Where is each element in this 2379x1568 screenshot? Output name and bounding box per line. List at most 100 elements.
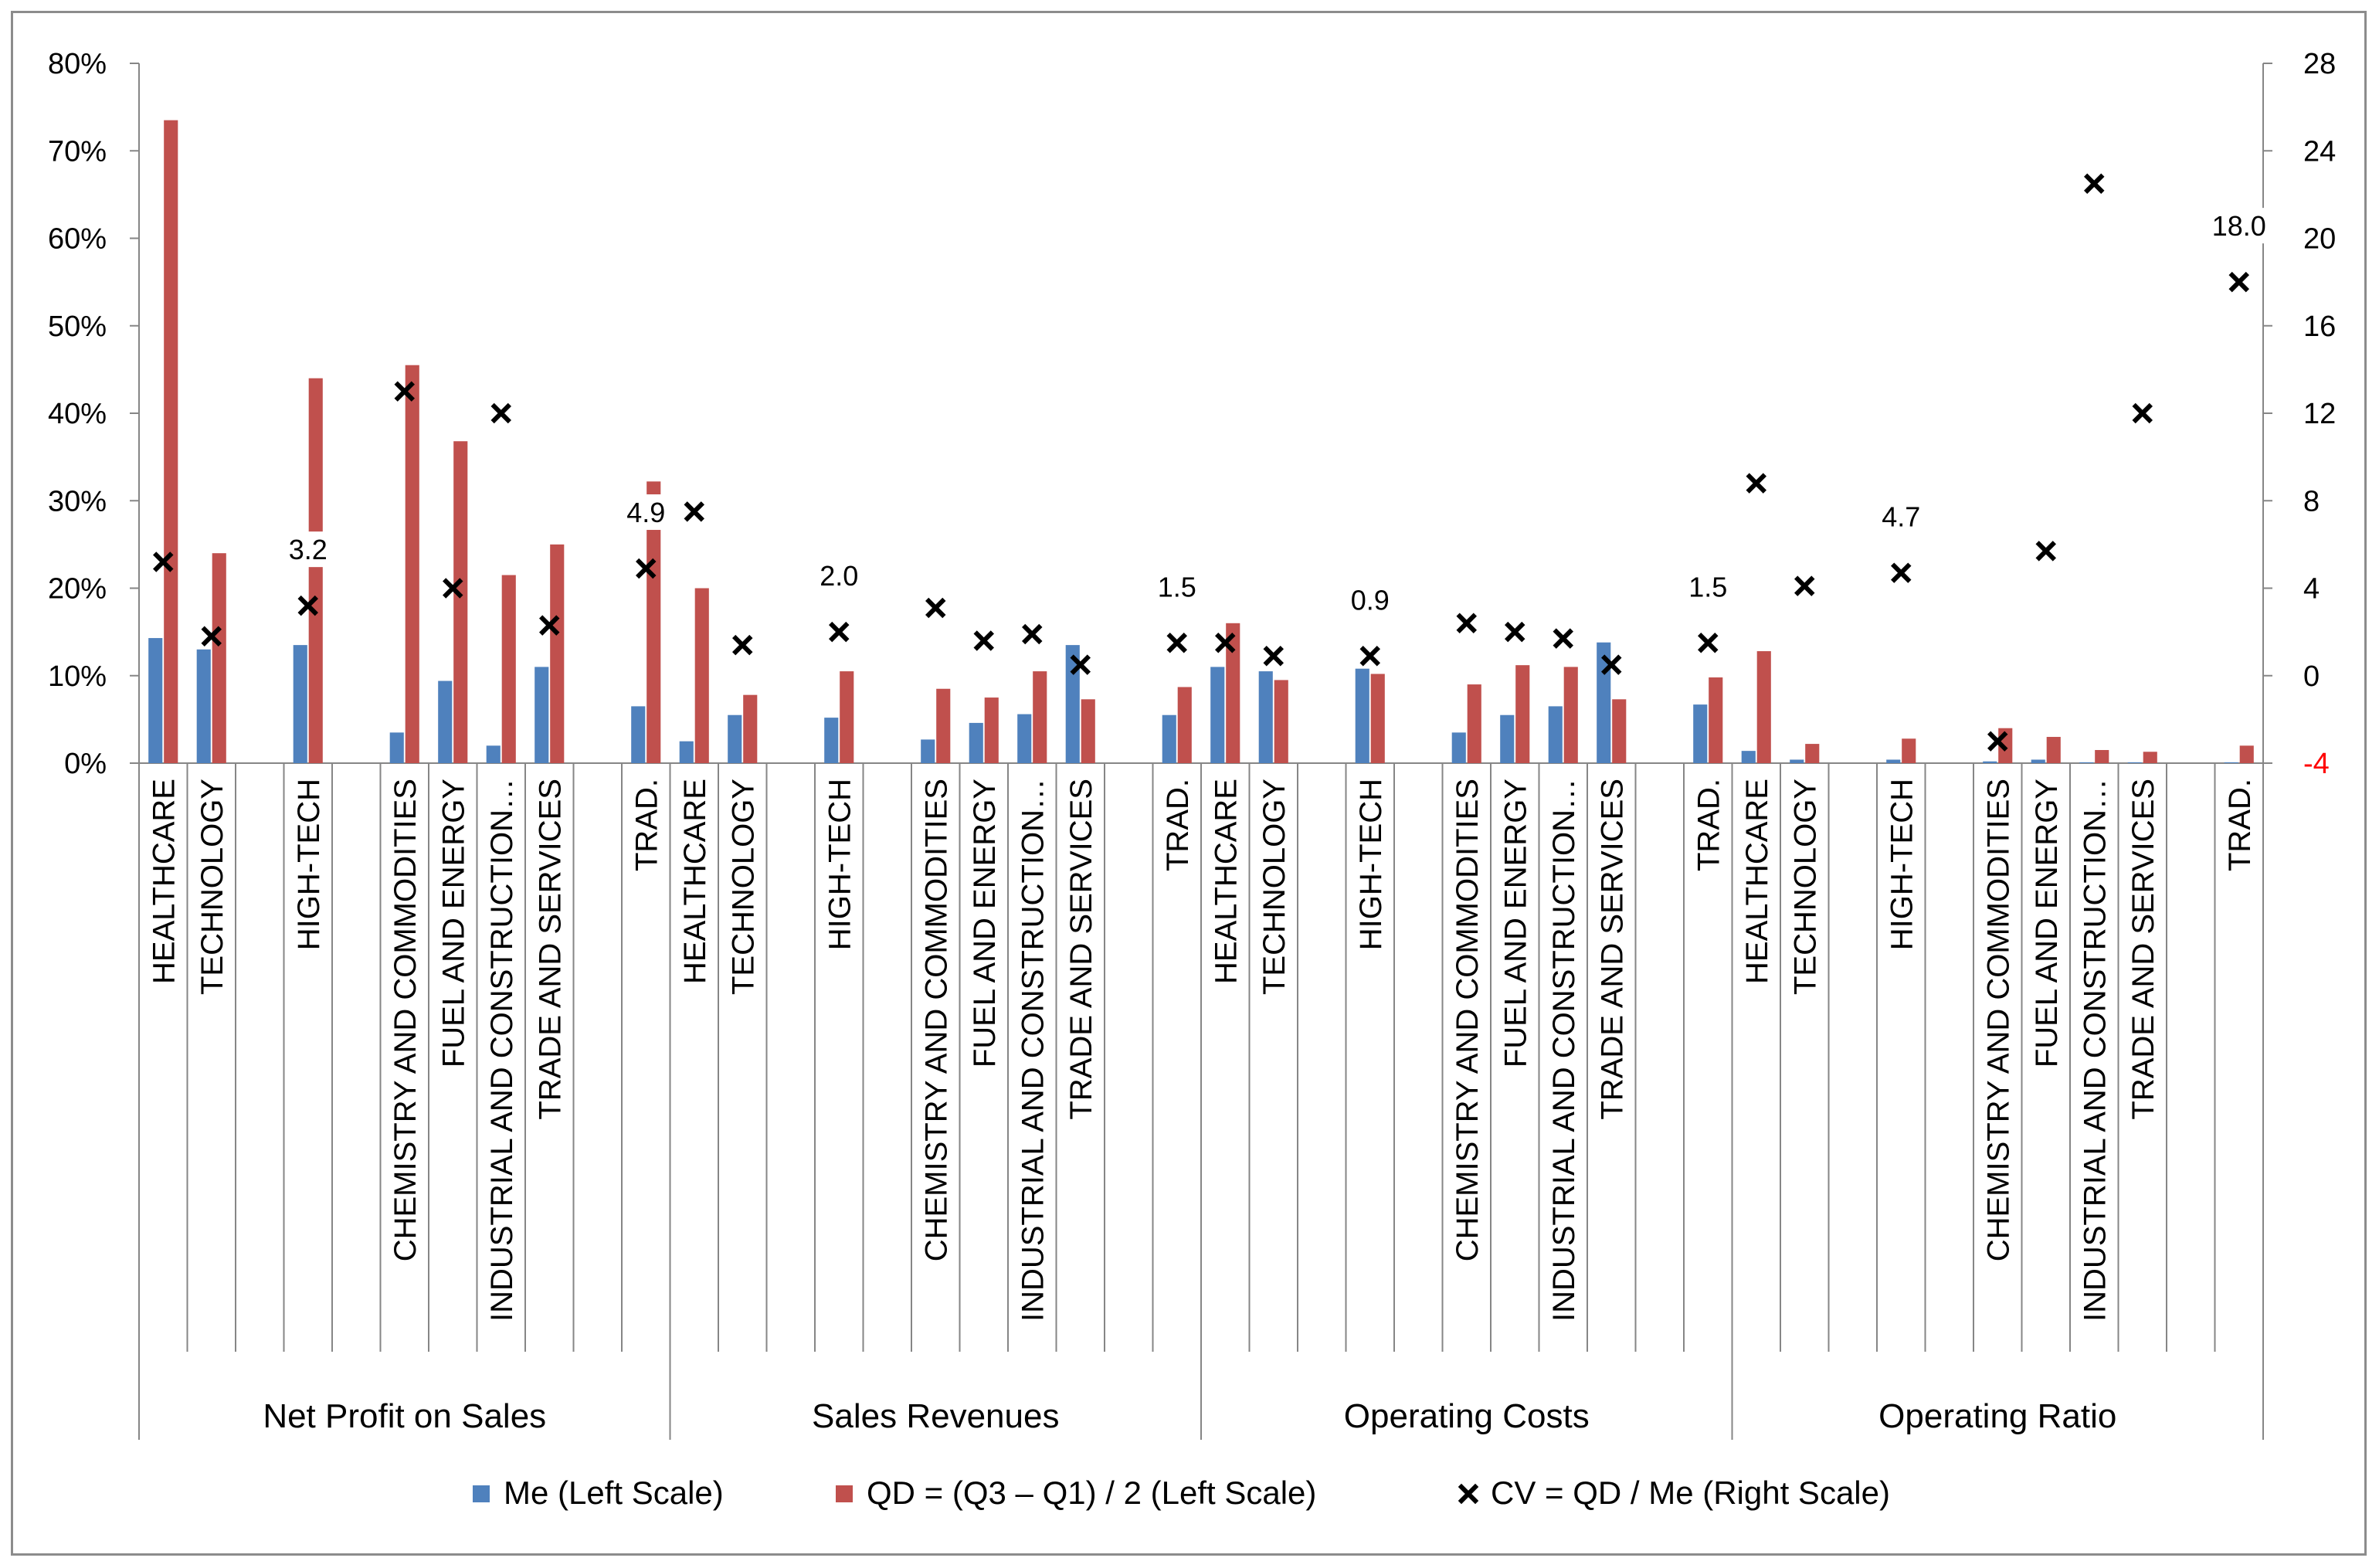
group-label: Sales Revenues (812, 1397, 1059, 1435)
bar-me (728, 714, 742, 763)
bar-me (389, 732, 404, 763)
bar-me (148, 638, 163, 763)
category-label: TRADE AND SERVICES (2126, 779, 2160, 1120)
bar-me (631, 706, 646, 763)
cv-marker (1215, 633, 1236, 653)
left-tick-label: 70% (48, 135, 107, 168)
right-tick-label: 0 (2303, 660, 2320, 693)
category-label: CHEMISTRY AND COMMODITIES (919, 779, 953, 1261)
bar-qd (647, 481, 661, 763)
bar-qd (1177, 687, 1192, 763)
data-label-bg (1679, 568, 1736, 605)
right-tick-label: 20 (2303, 223, 2336, 256)
bar-qd (405, 365, 419, 763)
left-tick-label: 0% (64, 748, 107, 780)
right-tick-label: 16 (2303, 311, 2336, 343)
data-label: 0.9 (1351, 584, 1390, 616)
category-label: TRAD. (2223, 779, 2257, 871)
cv-marker (2132, 402, 2153, 424)
category-label: FUEL AND ENERGY (2030, 779, 2064, 1067)
bar-me (293, 645, 307, 763)
category-label: HIGH-TECH (1885, 779, 1919, 950)
right-tick-label: 24 (2303, 135, 2336, 168)
bar-me (1162, 714, 1176, 763)
bar-me (2224, 762, 2238, 763)
cv-marker (1022, 623, 1043, 645)
bar-qd (1081, 699, 1095, 763)
category-label: CHEMISTRY AND COMMODITIES (1981, 779, 2015, 1261)
bar-qd (2143, 752, 2157, 763)
cv-marker (2084, 173, 2105, 194)
cv-marker (1456, 613, 1477, 634)
category-label: HIGH-TECH (292, 779, 326, 950)
category-label: HEALTHCARE (1209, 779, 1243, 984)
bar-me (535, 667, 549, 763)
category-label: INDUSTRIAL AND CONSTRUCTION… (1547, 779, 1581, 1322)
bar-qd (1033, 671, 1047, 763)
left-tick-label: 50% (48, 311, 107, 343)
bar-qd (453, 441, 468, 763)
bar-qd (840, 671, 854, 763)
category-label: FUEL AND ENERGY (1498, 779, 1532, 1067)
cv-marker (1601, 654, 1622, 675)
bar-qd (2239, 745, 2254, 763)
category-label: HEALTHCARE (1740, 779, 1774, 984)
cv-marker (153, 552, 174, 572)
left-tick-label: 10% (48, 660, 107, 693)
group-label: Net Profit on Sales (263, 1397, 546, 1435)
bar-me (1693, 704, 1708, 763)
bar-qd (694, 588, 709, 763)
left-tick-label: 30% (48, 485, 107, 518)
category-label: CHEMISTRY AND COMMODITIES (1451, 779, 1485, 1261)
left-tick-label: 20% (48, 573, 107, 606)
bar-qd (1756, 651, 1771, 763)
bar-qd (2046, 737, 2061, 763)
cv-marker (394, 381, 415, 402)
data-label: 2.0 (820, 560, 858, 592)
cv-marker (636, 558, 657, 579)
bar-me (1355, 668, 1369, 763)
bar-qd (1226, 623, 1240, 763)
bar-qd (743, 694, 758, 763)
left-tick-label: 80% (48, 48, 107, 80)
bar-me (438, 680, 453, 763)
group-label: Operating Costs (1344, 1397, 1590, 1435)
data-label: 3.2 (289, 534, 327, 565)
bar-me (1500, 714, 1515, 763)
data-label: 1.5 (1158, 571, 1196, 602)
legend-swatch (473, 1485, 490, 1502)
bar-qd (308, 378, 323, 763)
bar-me (1451, 732, 1466, 763)
category-label: HIGH-TECH (823, 779, 857, 950)
bar-qd (164, 120, 178, 764)
cv-marker (925, 597, 946, 619)
data-label: 4.7 (1882, 501, 1920, 533)
bar-me (1210, 667, 1225, 763)
legend-swatch (836, 1485, 853, 1502)
bar-qd (1563, 667, 1578, 763)
bar-me (1548, 706, 1563, 763)
bar-me (969, 722, 983, 763)
bar-me (1790, 759, 1804, 763)
category-label: FUEL AND ENERGY (968, 779, 1002, 1067)
bar-qd (1902, 738, 1916, 763)
category-label: TRADE AND SERVICES (1064, 779, 1098, 1120)
bar-qd (1370, 674, 1385, 763)
category-label: TRADE AND SERVICES (533, 779, 567, 1120)
category-label: INDUSTRIAL AND CONSTRUCTION… (485, 779, 519, 1322)
data-label-bg (1149, 568, 1206, 605)
category-label: FUEL AND ENERGY (436, 779, 470, 1067)
bar-me (486, 745, 501, 763)
cv-marker (1263, 646, 1284, 667)
cv-marker (1553, 628, 1573, 649)
category-label: HEALTHCARE (147, 779, 181, 984)
cv-marker (539, 615, 560, 636)
category-label: TECHNOLOGY (726, 779, 760, 995)
cv-marker (684, 501, 704, 522)
category-label: TRAD. (1692, 779, 1726, 871)
data-label-bg (617, 494, 674, 531)
group-label: Operating Ratio (1878, 1397, 2116, 1435)
bar-me (921, 739, 935, 763)
cv-marker (297, 595, 318, 616)
